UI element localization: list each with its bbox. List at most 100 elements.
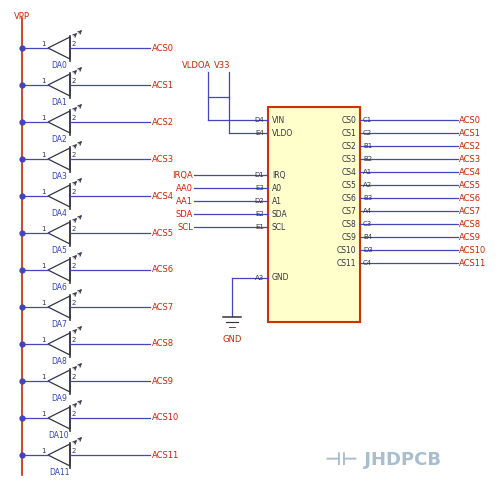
Text: ACS11: ACS11 — [152, 451, 179, 460]
Text: CS10: CS10 — [336, 245, 356, 255]
Text: ACS6: ACS6 — [152, 266, 174, 275]
Text: ACS6: ACS6 — [459, 194, 481, 203]
Text: ACS10: ACS10 — [152, 413, 179, 423]
Text: DA9: DA9 — [51, 394, 67, 403]
Text: 1: 1 — [42, 115, 46, 121]
Text: SDA: SDA — [272, 210, 288, 218]
Text: CS6: CS6 — [341, 194, 356, 203]
Text: GND: GND — [222, 335, 242, 344]
Text: 1: 1 — [42, 189, 46, 195]
Text: 1: 1 — [42, 41, 46, 47]
Text: AA1: AA1 — [176, 197, 193, 206]
Text: D2: D2 — [254, 198, 264, 204]
Text: CS7: CS7 — [341, 207, 356, 215]
Text: 2: 2 — [72, 411, 76, 417]
Text: E4: E4 — [256, 130, 264, 136]
Text: VPP: VPP — [14, 12, 30, 21]
Text: ACS4: ACS4 — [152, 192, 174, 201]
Text: ⊣⊢ JHDPCB: ⊣⊢ JHDPCB — [325, 451, 441, 469]
Text: D4: D4 — [254, 117, 264, 123]
Text: 2: 2 — [72, 115, 76, 121]
Text: AA0: AA0 — [176, 184, 193, 193]
Text: ACS2: ACS2 — [459, 141, 481, 150]
Text: ACS7: ACS7 — [152, 302, 174, 311]
Text: A2: A2 — [363, 182, 372, 188]
Text: E1: E1 — [255, 224, 264, 230]
Text: 1: 1 — [42, 448, 46, 454]
Text: CS5: CS5 — [341, 181, 356, 190]
Text: DA4: DA4 — [51, 209, 67, 218]
Text: 2: 2 — [72, 300, 76, 306]
Text: B3: B3 — [363, 195, 372, 201]
Text: DA3: DA3 — [51, 172, 67, 181]
Text: DA7: DA7 — [51, 320, 67, 329]
Text: CS9: CS9 — [341, 232, 356, 241]
Text: ACS11: ACS11 — [459, 259, 486, 268]
Text: 2: 2 — [72, 189, 76, 195]
Text: C2: C2 — [363, 130, 372, 136]
Text: 1: 1 — [42, 263, 46, 269]
Text: ACS5: ACS5 — [459, 181, 481, 190]
Text: ACS9: ACS9 — [152, 377, 174, 385]
Text: DA5: DA5 — [51, 246, 67, 255]
Text: ACS7: ACS7 — [459, 207, 481, 215]
Text: C1: C1 — [363, 117, 372, 123]
Text: ACS8: ACS8 — [459, 219, 481, 228]
Text: DA1: DA1 — [51, 98, 67, 107]
Text: ACS0: ACS0 — [152, 43, 174, 52]
Text: C4: C4 — [363, 260, 372, 266]
Text: 2: 2 — [72, 337, 76, 343]
Text: DA6: DA6 — [51, 283, 67, 292]
Text: ACS5: ACS5 — [152, 228, 174, 237]
Text: B2: B2 — [363, 156, 372, 162]
Text: V33: V33 — [214, 61, 230, 70]
Text: E2: E2 — [256, 211, 264, 217]
Text: C3: C3 — [363, 221, 372, 227]
Text: SCL: SCL — [177, 222, 193, 231]
Text: D1: D1 — [254, 172, 264, 178]
Text: SCL: SCL — [272, 222, 286, 231]
Text: 1: 1 — [42, 152, 46, 158]
Text: A1: A1 — [363, 169, 372, 175]
Text: ACS1: ACS1 — [152, 80, 174, 90]
Bar — [268, 107, 360, 322]
Text: ACS3: ACS3 — [459, 154, 481, 163]
Text: A0: A0 — [272, 184, 282, 193]
Text: GND: GND — [272, 274, 289, 283]
Text: CS8: CS8 — [341, 219, 356, 228]
Text: CS2: CS2 — [341, 141, 356, 150]
Text: DA2: DA2 — [51, 135, 67, 144]
Text: 1: 1 — [42, 337, 46, 343]
Text: 2: 2 — [72, 448, 76, 454]
Text: DA10: DA10 — [48, 431, 70, 440]
Text: 1: 1 — [42, 78, 46, 84]
Text: CS4: CS4 — [341, 167, 356, 177]
Text: VIN: VIN — [272, 116, 285, 125]
Text: ACS8: ACS8 — [152, 340, 174, 349]
Text: 1: 1 — [42, 411, 46, 417]
Text: 2: 2 — [72, 263, 76, 269]
Text: 1: 1 — [42, 300, 46, 306]
Text: DA0: DA0 — [51, 61, 67, 70]
Text: DA11: DA11 — [49, 468, 69, 477]
Text: ACS2: ACS2 — [152, 118, 174, 126]
Text: ACS9: ACS9 — [459, 232, 481, 241]
Text: ACS3: ACS3 — [152, 154, 174, 163]
Text: 2: 2 — [72, 152, 76, 158]
Text: CS0: CS0 — [341, 116, 356, 125]
Text: 2: 2 — [72, 374, 76, 380]
Text: 2: 2 — [72, 226, 76, 232]
Text: A3: A3 — [255, 275, 264, 281]
Text: CS3: CS3 — [341, 154, 356, 163]
Text: 1: 1 — [42, 226, 46, 232]
Text: 1: 1 — [42, 374, 46, 380]
Text: 2: 2 — [72, 41, 76, 47]
Text: B4: B4 — [363, 234, 372, 240]
Text: E3: E3 — [255, 185, 264, 191]
Text: DA8: DA8 — [51, 357, 67, 366]
Text: A1: A1 — [272, 197, 282, 206]
Text: CS11: CS11 — [336, 259, 356, 268]
Text: VLDOA: VLDOA — [182, 61, 210, 70]
Text: SDA: SDA — [176, 210, 193, 218]
Text: VLDO: VLDO — [272, 128, 293, 137]
